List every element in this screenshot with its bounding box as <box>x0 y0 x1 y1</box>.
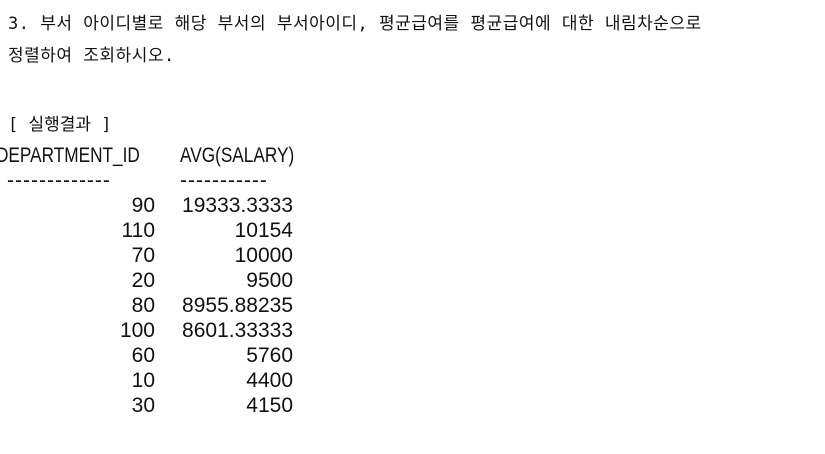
separator-row: ------------- ----------- <box>0 168 825 193</box>
cell-avg-salary: 9500 <box>246 269 293 292</box>
cell-avg-salary: 19333.3333 <box>182 194 293 217</box>
cell-department-id: 80 <box>131 294 155 317</box>
cell-department-id: 10 <box>131 369 155 392</box>
cell-avg-salary: 10000 <box>234 244 293 267</box>
cell-department-id: 100 <box>119 319 155 342</box>
separator-department-id: ------------- <box>7 169 111 192</box>
cell-avg-salary: 4150 <box>246 394 293 417</box>
table-row: 90 19333.3333 <box>0 193 825 218</box>
cell-department-id: 70 <box>131 244 155 267</box>
table-row: 70 10000 <box>0 243 825 268</box>
result-label: [ 실행결과 ] <box>8 115 112 135</box>
cell-department-id: 90 <box>131 194 155 217</box>
cell-avg-salary: 8601.33333 <box>182 319 293 342</box>
result-table: DEPARTMENT_ID AVG(SALARY) ------------- … <box>0 143 825 418</box>
cell-department-id: 30 <box>131 394 155 417</box>
table-row: 30 4150 <box>0 393 825 418</box>
table-row: 10 4400 <box>0 368 825 393</box>
table-header-row: DEPARTMENT_ID AVG(SALARY) <box>0 143 825 168</box>
table-row: 110 10154 <box>0 218 825 243</box>
cell-department-id: 110 <box>121 219 155 242</box>
cell-avg-salary: 10154 <box>234 219 293 242</box>
column-header-department-id: DEPARTMENT_ID <box>0 144 140 167</box>
question-text: 3. 부서 아이디별로 해당 부서의 부서아이디, 평균급여를 평균급여에 대한… <box>8 8 820 72</box>
separator-avg-salary: ----------- <box>180 169 268 192</box>
table-row: 100 8601.33333 <box>0 318 825 343</box>
cell-avg-salary: 8955.88235 <box>182 294 293 317</box>
cell-avg-salary: 5760 <box>246 344 293 367</box>
table-row: 60 5760 <box>0 343 825 368</box>
question-line-1: 3. 부서 아이디별로 해당 부서의 부서아이디, 평균급여를 평균급여에 대한… <box>8 14 702 34</box>
cell-department-id: 60 <box>131 344 155 367</box>
table-row: 20 9500 <box>0 268 825 293</box>
column-header-avg-salary: AVG(SALARY) <box>180 144 295 167</box>
cell-avg-salary: 4400 <box>246 369 293 392</box>
cell-department-id: 20 <box>131 269 155 292</box>
table-row: 80 8955.88235 <box>0 293 825 318</box>
question-line-2: 정렬하여 조회하시오. <box>8 46 175 66</box>
